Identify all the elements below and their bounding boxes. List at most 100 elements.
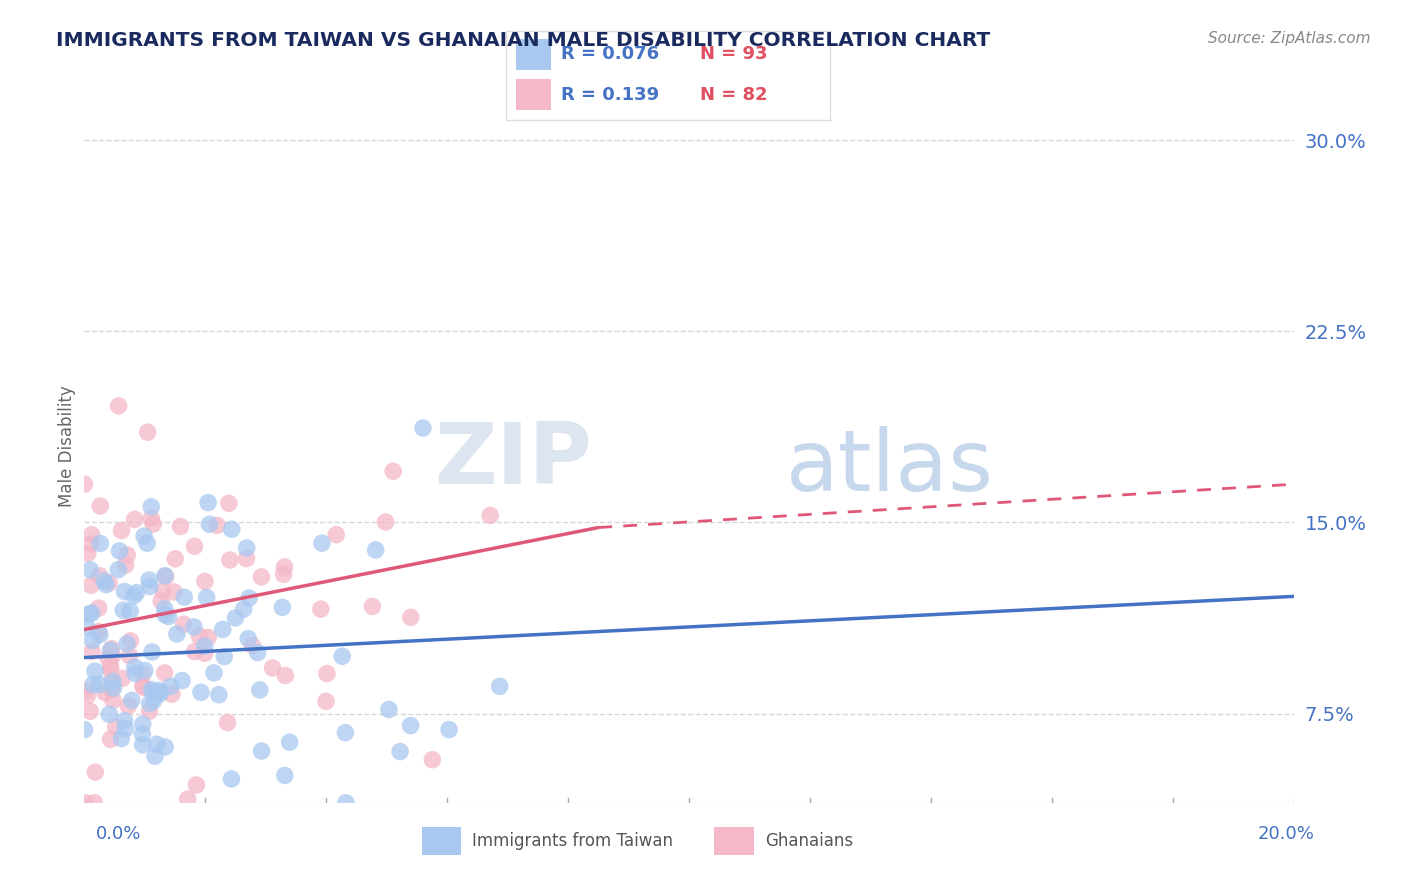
Point	[202, 665, 225, 680]
Point	[311, 536, 333, 550]
Point	[98, 576, 121, 591]
Point	[115, 637, 138, 651]
Point	[160, 687, 183, 701]
Point	[188, 629, 211, 643]
Point	[249, 683, 271, 698]
Point	[412, 421, 434, 435]
Point	[250, 570, 273, 584]
Point	[98, 707, 121, 722]
Point	[132, 679, 155, 693]
Point	[117, 698, 139, 713]
Point	[221, 772, 243, 786]
Point	[80, 537, 103, 551]
Text: Immigrants from Taiwan: Immigrants from Taiwan	[472, 831, 673, 850]
Text: atlas: atlas	[786, 425, 994, 509]
Point	[374, 515, 396, 529]
Point	[389, 745, 412, 759]
Point	[76, 621, 98, 635]
Point	[112, 603, 135, 617]
Text: 20.0%: 20.0%	[1258, 825, 1315, 843]
Point	[238, 591, 260, 605]
Point	[76, 689, 98, 703]
Point	[315, 694, 337, 708]
Point	[420, 753, 443, 767]
Text: 0.0%: 0.0%	[96, 825, 141, 843]
Point	[120, 604, 142, 618]
Point	[382, 464, 405, 478]
Point	[89, 627, 111, 641]
Point	[246, 646, 269, 660]
Point	[121, 693, 143, 707]
Point	[124, 666, 146, 681]
Point	[75, 684, 97, 698]
Point	[132, 667, 155, 681]
Point	[153, 665, 176, 680]
Point	[212, 649, 235, 664]
Point	[83, 796, 105, 810]
Point	[150, 594, 173, 608]
Point	[316, 666, 339, 681]
Point	[325, 527, 347, 541]
Point	[136, 536, 159, 550]
Point	[103, 681, 125, 695]
Point	[132, 680, 155, 694]
Point	[271, 600, 294, 615]
Point	[79, 704, 101, 718]
Point	[139, 697, 162, 711]
Point	[97, 651, 120, 665]
Text: Ghanaians: Ghanaians	[765, 831, 853, 850]
Point	[138, 573, 160, 587]
Point	[155, 739, 177, 754]
Point	[114, 558, 136, 573]
Point	[149, 687, 172, 701]
Point	[250, 744, 273, 758]
Point	[309, 602, 332, 616]
Point	[165, 551, 187, 566]
Point	[194, 574, 217, 589]
Point	[238, 632, 260, 646]
Point	[131, 738, 153, 752]
Point	[76, 546, 98, 560]
Text: IMMIGRANTS FROM TAIWAN VS GHANAIAN MALE DISABILITY CORRELATION CHART: IMMIGRANTS FROM TAIWAN VS GHANAIAN MALE …	[56, 31, 990, 50]
Point	[82, 633, 104, 648]
Point	[141, 511, 163, 525]
Point	[221, 522, 243, 536]
Text: R = 0.076: R = 0.076	[561, 45, 659, 63]
Point	[166, 627, 188, 641]
FancyBboxPatch shape	[714, 827, 754, 855]
Point	[198, 517, 221, 532]
Point	[173, 590, 195, 604]
Text: ZIP: ZIP	[434, 418, 592, 502]
Point	[131, 727, 153, 741]
Point	[110, 731, 132, 746]
Point	[89, 568, 111, 582]
Point	[87, 624, 110, 639]
Point	[205, 518, 228, 533]
Point	[117, 548, 139, 562]
Point	[155, 569, 177, 583]
Point	[114, 714, 136, 728]
Point	[77, 607, 100, 621]
Text: Source: ZipAtlas.com: Source: ZipAtlas.com	[1208, 31, 1371, 46]
Point	[173, 617, 195, 632]
Point	[218, 496, 240, 510]
Point	[100, 732, 122, 747]
Point	[274, 768, 297, 782]
Point	[273, 560, 295, 574]
Point	[118, 648, 141, 663]
Point	[100, 643, 122, 657]
Point	[93, 574, 115, 588]
Point	[399, 718, 422, 732]
Point	[89, 536, 111, 550]
Point	[101, 674, 124, 689]
Point	[364, 543, 387, 558]
Point	[73, 723, 96, 737]
Point	[142, 517, 165, 532]
Point	[194, 639, 217, 653]
Point	[153, 607, 176, 622]
Point	[152, 583, 174, 598]
Point	[83, 664, 105, 678]
Point	[100, 659, 122, 673]
Point	[224, 611, 246, 625]
Point	[160, 680, 183, 694]
